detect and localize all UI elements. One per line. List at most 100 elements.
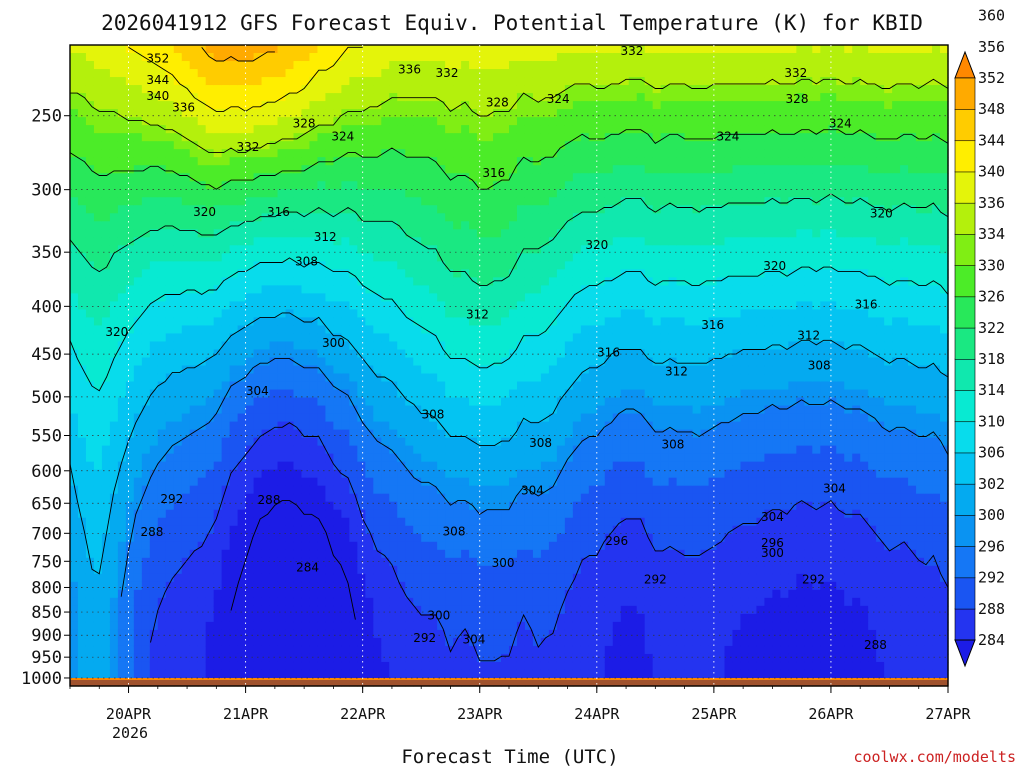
field-cell [237,277,247,286]
field-cell [85,477,95,487]
field-cell [453,189,462,198]
field-cell [205,477,215,487]
field-cell [165,541,175,551]
field-cell [373,397,382,407]
field-cell [253,637,263,647]
field-cell [165,389,175,399]
field-cell [205,69,215,78]
field-cell [461,565,470,575]
field-cell [229,613,239,623]
field-cell [437,413,446,423]
field-cell [213,421,223,431]
field-cell [93,189,103,198]
field-cell [149,469,159,479]
field-cell [117,149,127,158]
field-cell [261,525,271,535]
field-cell [149,653,159,663]
field-cell [109,293,119,302]
field-cell [221,197,231,206]
field-cell [437,445,446,455]
field-cell [532,653,542,663]
field-cell [469,373,478,383]
field-cell [85,333,95,343]
field-cell [341,653,350,663]
field-cell [93,581,103,591]
field-cell [357,557,366,567]
field-cell [109,661,119,671]
field-cell [149,437,159,447]
field-cell [125,317,135,327]
field-cell [77,309,87,319]
field-cell [524,493,534,503]
field-cell [181,461,191,471]
field-cell [253,501,263,511]
field-cell [524,53,534,62]
field-cell [341,189,350,198]
field-cell [333,517,342,527]
field-cell [173,493,183,503]
field-cell [101,485,111,495]
field-cell [461,245,470,254]
field-cell [181,69,191,78]
field-cell [405,613,414,623]
field-cell [101,413,111,423]
field-cell [245,485,255,495]
field-cell [237,93,247,102]
field-cell [141,421,151,431]
field-cell [532,117,542,126]
field-cell [245,53,255,62]
field-cell [365,61,374,70]
field-cell [149,557,159,567]
field-cell [501,165,510,174]
field-cell [373,77,382,86]
field-cell [540,477,550,487]
field-cell [317,93,327,102]
field-cell [445,549,454,559]
field-cell [173,213,183,222]
field-cell [293,237,303,246]
field-cell [253,341,263,351]
field-cell [189,581,199,591]
field-cell [261,125,271,134]
field-cell [253,661,263,671]
field-cell [445,445,454,455]
field-cell [389,661,398,671]
field-cell [237,573,247,583]
field-cell [221,93,231,102]
field-cell [325,533,334,543]
field-cell [221,365,231,375]
field-cell [293,197,303,206]
field-cell [556,397,566,407]
field-cell [477,309,486,319]
field-cell [397,221,406,230]
field-cell [157,109,167,118]
field-cell [221,405,231,415]
field-cell [365,269,374,278]
field-cell [93,381,103,391]
field-cell [429,269,438,278]
field-cell [437,501,446,511]
field-cell [101,509,111,519]
field-cell [461,45,470,54]
field-cell [469,541,478,551]
field-cell [101,613,111,623]
field-cell [485,301,494,311]
field-cell [453,637,462,647]
field-cell [285,437,295,447]
field-cell [133,181,143,190]
field-cell [453,261,462,270]
field-cell [477,229,486,238]
field-cell [397,45,406,54]
field-cell [413,581,422,591]
field-cell [485,157,494,166]
field-cell [197,205,207,214]
field-cell [540,189,550,198]
field-cell [293,221,303,230]
field-cell [516,125,526,134]
field-cell [237,101,247,110]
field-cell [245,469,255,479]
field-cell [317,573,327,583]
field-cell [253,317,263,327]
field-cell [70,445,79,455]
field-cell [221,637,231,647]
